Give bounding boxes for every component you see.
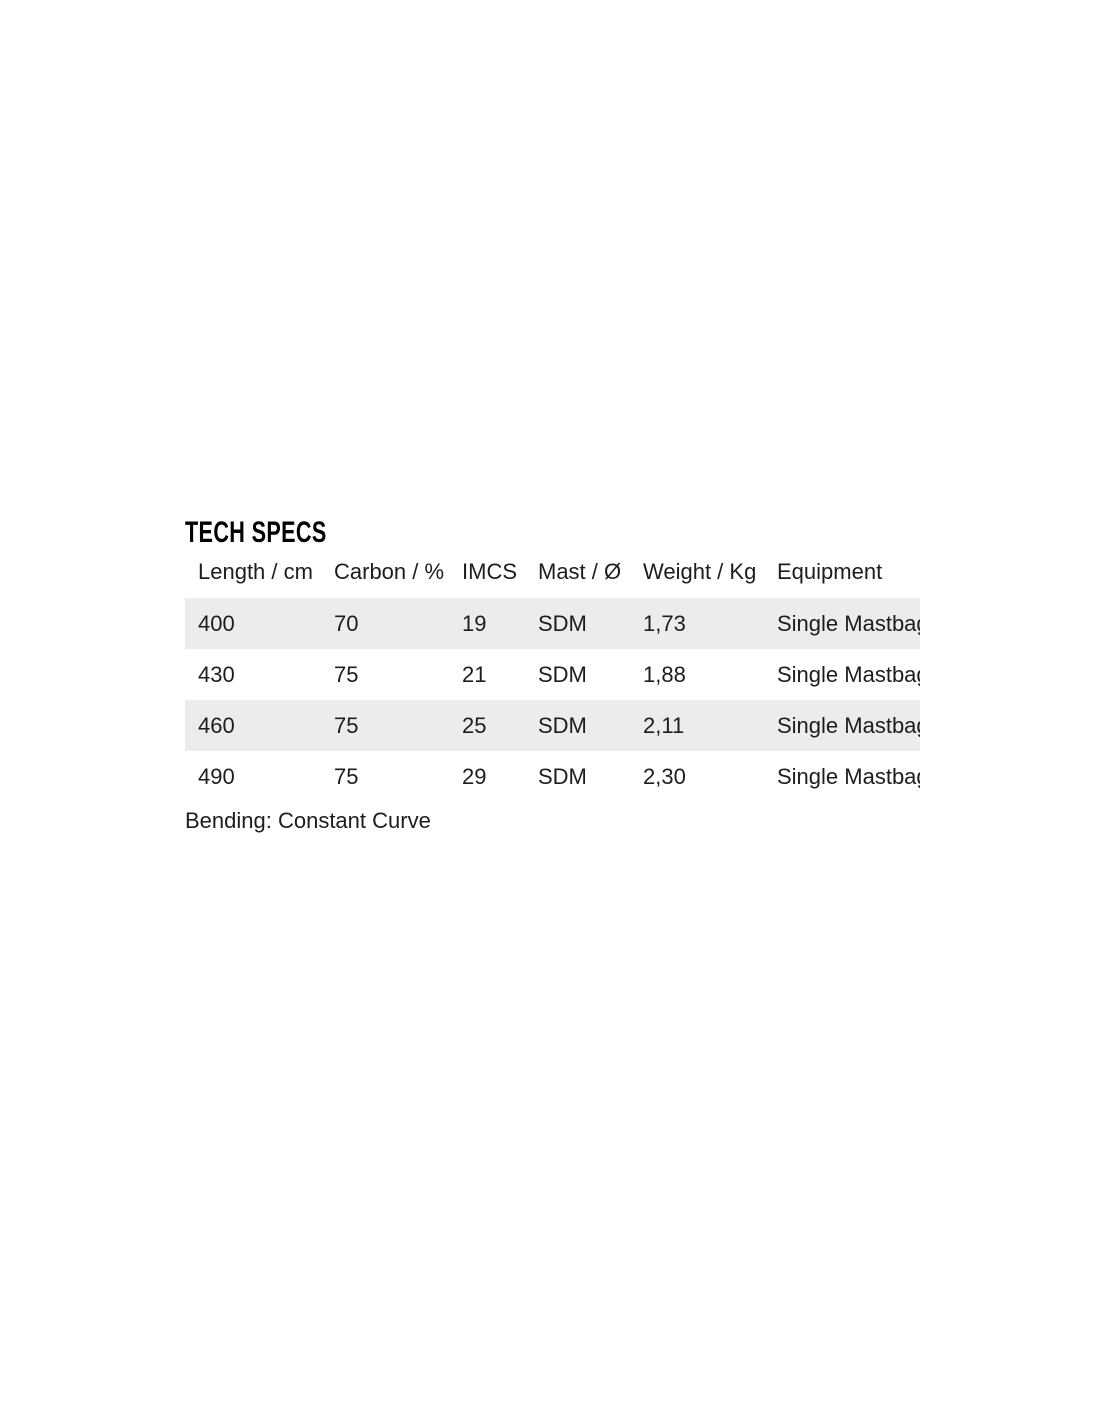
cell-weight: 2,11 — [643, 712, 685, 738]
tech-specs-table: Length / cm Carbon / % IMCS Mast / Ø Wei… — [185, 546, 920, 802]
column-header-carbon: Carbon / % — [334, 559, 445, 584]
cell-carbon: 75 — [334, 712, 359, 738]
cell-weight: 1,73 — [643, 610, 686, 636]
cell-mast: SDM — [538, 712, 587, 738]
cell-length: 400 — [198, 610, 235, 636]
section-title-text: TECH SPECS — [185, 516, 327, 549]
cell-imcs: 29 — [462, 763, 487, 789]
table-row: 460 75 25 SDM 2,11 Single Mastbag — [185, 700, 920, 751]
cell-length: 490 — [198, 763, 235, 789]
column-header-equipment: Equipment — [777, 559, 883, 584]
cell-carbon: 75 — [334, 661, 359, 687]
table-row: 400 70 19 SDM 1,73 Single Mastbag — [185, 598, 920, 649]
column-header-imcs: IMCS — [462, 559, 517, 584]
column-header-mast: Mast / Ø — [538, 559, 622, 584]
cell-length: 460 — [198, 712, 235, 738]
cell-carbon: 70 — [334, 610, 359, 636]
section-title: TECH SPECS — [185, 516, 920, 549]
bending-note: Bending: Constant Curve — [185, 808, 431, 833]
cell-carbon: 75 — [334, 763, 359, 789]
cell-mast: SDM — [538, 610, 587, 636]
cell-equipment: Single Mastbag — [777, 661, 920, 687]
cell-equipment: Single Mastbag — [777, 712, 920, 738]
cell-weight: 2,30 — [643, 763, 686, 789]
cell-mast: SDM — [538, 661, 587, 687]
table-row: 430 75 21 SDM 1,88 Single Mastbag — [185, 649, 920, 700]
cell-imcs: 21 — [462, 661, 487, 687]
cell-length: 430 — [198, 661, 235, 687]
tech-specs-section: TECH SPECS Length / cm Carbon / % IMCS M… — [185, 516, 920, 833]
column-header-weight: Weight / Kg — [643, 559, 757, 584]
table-header-row: Length / cm Carbon / % IMCS Mast / Ø Wei… — [185, 546, 920, 598]
cell-imcs: 19 — [462, 610, 487, 636]
cell-imcs: 25 — [462, 712, 487, 738]
table-row: 490 75 29 SDM 2,30 Single Mastbag — [185, 751, 920, 802]
column-header-length: Length / cm — [198, 559, 313, 584]
cell-equipment: Single Mastbag — [777, 610, 920, 636]
cell-mast: SDM — [538, 763, 587, 789]
cell-weight: 1,88 — [643, 661, 686, 687]
cell-equipment: Single Mastbag — [777, 763, 920, 789]
